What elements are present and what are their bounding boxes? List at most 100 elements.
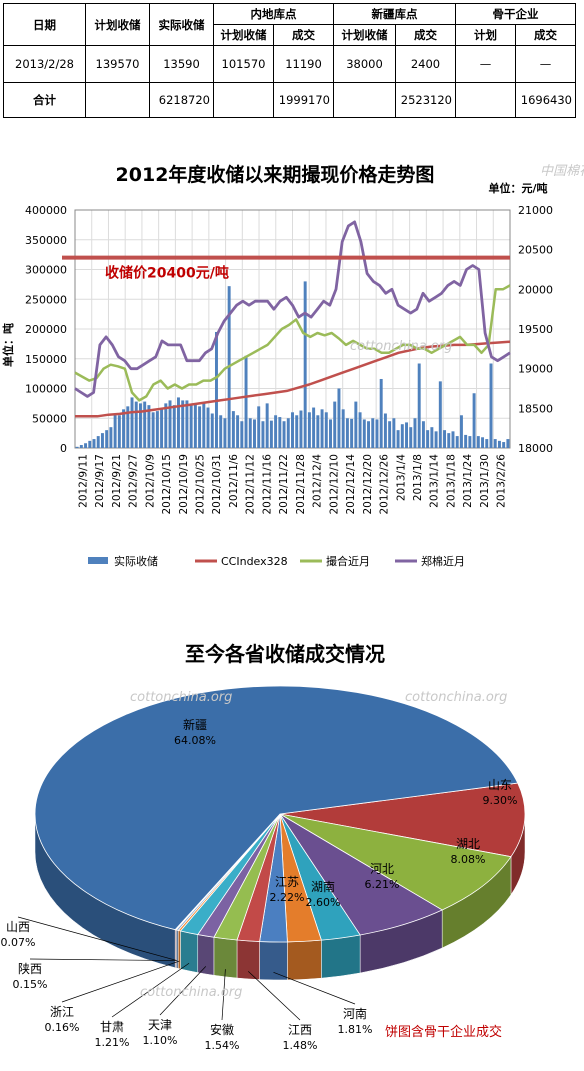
price-trend-chart: 2012年度收储以来期撮现价格走势图 单位：元/吨 单位：吨 0 50000 100…: [1, 163, 584, 568]
bar-actual-storage: [160, 409, 164, 448]
leader-line: [17, 916, 176, 961]
x-tick-label: 2012/12/14: [345, 454, 357, 515]
x-tick-label: 2013/1/14: [429, 454, 441, 508]
sub-inland-plan: 计划收储: [213, 24, 274, 46]
y2-tick-label: 20000: [518, 283, 553, 296]
cell: 13590: [149, 45, 214, 83]
x-tick-label: 2012/11/28: [295, 454, 307, 515]
watermark: cottonchina.org: [350, 339, 452, 354]
header-date: 日期: [3, 3, 86, 46]
bar-actual-storage: [278, 417, 282, 448]
bar-actual-storage: [130, 397, 134, 448]
table-row-total: 合计 6218720 1999170 2523120 1696430: [3, 82, 576, 118]
bar-actual-storage: [472, 393, 476, 448]
bar-actual-storage: [354, 401, 358, 448]
bar-actual-storage: [396, 430, 400, 448]
slice-pct: 2.60%: [306, 896, 341, 909]
bar-actual-storage: [172, 405, 176, 448]
pie-slice-side: [175, 929, 179, 969]
leader-line: [61, 960, 180, 1003]
x-tick-label: 2013/2/26: [496, 454, 508, 508]
bar-actual-storage: [185, 400, 189, 448]
watermark: cottonchina.org: [130, 690, 232, 705]
sub-bb-plan: 计划: [455, 24, 516, 46]
cell: [333, 82, 396, 118]
y-tick-label: 350000: [25, 234, 67, 247]
slice-label: 湖南: [311, 879, 335, 894]
bar-actual-storage: [126, 406, 130, 448]
bar-actual-storage: [134, 401, 138, 448]
y-axis-label: 单位：吨: [1, 323, 15, 367]
y-tick-label: 250000: [25, 293, 67, 306]
slice-pct: 0.16%: [45, 1021, 80, 1034]
header-plan: 计划收储: [85, 3, 150, 46]
bar-actual-storage: [147, 405, 151, 448]
header-backbone: 骨干企业: [455, 3, 576, 25]
y2-tick-label: 21000: [518, 204, 553, 217]
slice-pct: 64.08%: [174, 734, 216, 747]
bar-actual-storage: [379, 378, 383, 448]
watermark: cottonchina.org: [405, 690, 507, 705]
pie-slice: [279, 813, 512, 911]
x-tick-label: 2012/12/20: [362, 454, 374, 515]
cell: 101570: [213, 45, 274, 83]
bar-actual-storage: [265, 403, 269, 448]
y2-tick-label: 19500: [518, 323, 553, 336]
y-tick-label: 50000: [32, 412, 67, 425]
bar-actual-storage: [113, 415, 117, 448]
legend-label: 实际收储: [114, 554, 158, 568]
bar-actual-storage: [168, 400, 172, 448]
bar-actual-storage: [286, 418, 290, 448]
bar-actual-storage: [320, 409, 324, 448]
sub-xj-plan: 计划收储: [333, 24, 396, 46]
y-tick-label: 300000: [25, 264, 67, 277]
bar-actual-storage: [506, 439, 510, 448]
bar-actual-storage: [206, 407, 210, 448]
cell: —: [455, 45, 516, 83]
bar-actual-storage: [375, 419, 379, 448]
bar-actual-storage: [84, 443, 88, 448]
x-tick-label: 2012/11/12: [245, 454, 257, 515]
bar-actual-storage: [303, 281, 307, 448]
bar-actual-storage: [202, 403, 206, 448]
table-row: 2013/2/28 139570 13590 101570 11190 3800…: [3, 45, 576, 83]
x-tick-label: 2012/9/11: [77, 454, 89, 508]
x-tick-label: 2012/10/9: [144, 454, 156, 508]
x-tick-label: 2013/1/4: [395, 454, 407, 501]
bar-actual-storage: [164, 403, 168, 448]
bar-actual-storage: [316, 415, 320, 448]
bar-actual-storage: [291, 412, 294, 448]
bar-actual-storage: [405, 422, 409, 448]
bar-actual-storage: [269, 420, 273, 448]
bar-actual-storage: [75, 446, 79, 448]
bar-actual-storage: [481, 437, 485, 448]
slice-label: 天津: [148, 1018, 172, 1032]
header-actual: 实际收储: [149, 3, 214, 46]
slice-label: 新疆: [183, 717, 207, 732]
cell: 11190: [273, 45, 334, 83]
cell: 38000: [333, 45, 396, 83]
bar-actual-storage: [388, 421, 392, 448]
y2-tick-label: 19000: [518, 363, 553, 376]
bar-actual-storage: [307, 412, 311, 448]
slice-pct: 1.81%: [338, 1023, 373, 1036]
bar-actual-storage: [143, 401, 147, 448]
leader-line: [111, 962, 190, 1018]
slice-pct: 1.10%: [143, 1034, 178, 1047]
cell: —: [515, 45, 576, 83]
bar-actual-storage: [257, 406, 261, 448]
x-tick-label: 2012/10/19: [178, 454, 190, 515]
bar-actual-storage: [497, 440, 501, 448]
bar-actual-storage: [240, 421, 244, 448]
bar-actual-storage: [493, 439, 497, 448]
x-tick-label: 2012/11/22: [278, 454, 290, 515]
slice-pct: 8.08%: [451, 853, 486, 866]
bar-actual-storage: [417, 363, 421, 448]
chart-title: 2012年度收储以来期撮现价格走势图: [116, 163, 435, 186]
x-tick-label: 2013/1/24: [462, 454, 474, 508]
legend-label: 撮合近月: [326, 554, 370, 568]
bar-actual-storage: [274, 415, 278, 448]
y-tick-label: 0: [60, 442, 67, 455]
table-header-row: 日期 计划收储 实际收储 内地库点 新疆库点 骨干企业: [3, 3, 576, 46]
slice-pct: 1.21%: [95, 1036, 130, 1049]
